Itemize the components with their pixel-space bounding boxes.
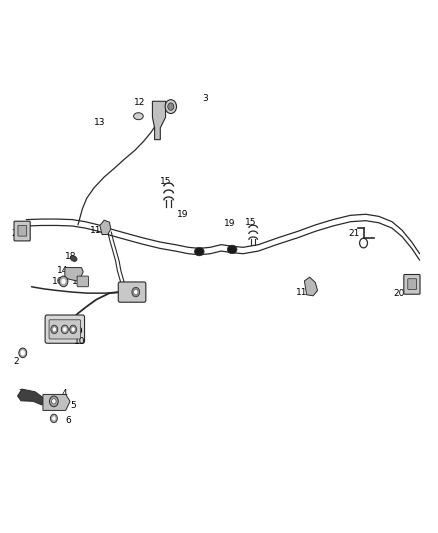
Circle shape — [61, 279, 66, 284]
Circle shape — [165, 100, 177, 114]
Ellipse shape — [194, 247, 204, 256]
Circle shape — [49, 396, 58, 407]
FancyBboxPatch shape — [49, 320, 81, 339]
Circle shape — [53, 327, 56, 332]
Text: 11: 11 — [296, 288, 307, 296]
Text: 5: 5 — [71, 401, 77, 409]
Circle shape — [71, 327, 75, 332]
Polygon shape — [65, 268, 83, 281]
Text: 15: 15 — [245, 219, 256, 227]
Polygon shape — [152, 101, 166, 140]
Text: 20: 20 — [11, 229, 22, 238]
Text: 4: 4 — [62, 389, 67, 398]
Circle shape — [59, 276, 68, 287]
Circle shape — [52, 416, 56, 421]
Text: 2: 2 — [14, 357, 19, 366]
Text: 18: 18 — [65, 253, 77, 261]
Text: 9: 9 — [77, 327, 83, 336]
Text: 3: 3 — [202, 94, 208, 103]
Polygon shape — [18, 389, 44, 405]
Text: 20: 20 — [394, 289, 405, 297]
Polygon shape — [304, 277, 318, 296]
Polygon shape — [100, 220, 111, 235]
Circle shape — [61, 325, 68, 334]
Text: 16: 16 — [52, 277, 64, 286]
Text: 13: 13 — [94, 118, 106, 127]
Text: 7: 7 — [18, 389, 24, 398]
Text: 14: 14 — [57, 266, 68, 275]
Circle shape — [70, 325, 77, 334]
Ellipse shape — [70, 256, 77, 261]
Text: 19: 19 — [177, 210, 189, 219]
FancyBboxPatch shape — [77, 276, 88, 287]
Text: 12: 12 — [134, 98, 145, 107]
Text: 15: 15 — [160, 177, 171, 185]
Text: 8: 8 — [120, 288, 127, 296]
Text: 21: 21 — [348, 229, 360, 238]
Circle shape — [63, 327, 67, 332]
Circle shape — [168, 103, 174, 110]
FancyBboxPatch shape — [14, 221, 30, 241]
Polygon shape — [43, 394, 70, 410]
FancyBboxPatch shape — [45, 315, 85, 343]
FancyBboxPatch shape — [408, 279, 417, 289]
Text: 10: 10 — [74, 337, 85, 345]
FancyBboxPatch shape — [18, 225, 27, 236]
Circle shape — [50, 414, 57, 423]
Text: 17: 17 — [72, 277, 84, 286]
Text: 11: 11 — [90, 226, 101, 235]
Ellipse shape — [134, 112, 143, 120]
Ellipse shape — [227, 245, 237, 254]
Circle shape — [52, 399, 56, 404]
Circle shape — [21, 350, 25, 356]
Circle shape — [51, 325, 58, 334]
FancyBboxPatch shape — [404, 274, 420, 294]
Circle shape — [134, 290, 138, 294]
FancyBboxPatch shape — [118, 282, 146, 302]
Text: 6: 6 — [65, 416, 71, 424]
Text: 19: 19 — [224, 220, 236, 228]
Circle shape — [132, 287, 140, 297]
Text: 1: 1 — [47, 333, 53, 341]
Circle shape — [19, 348, 27, 358]
